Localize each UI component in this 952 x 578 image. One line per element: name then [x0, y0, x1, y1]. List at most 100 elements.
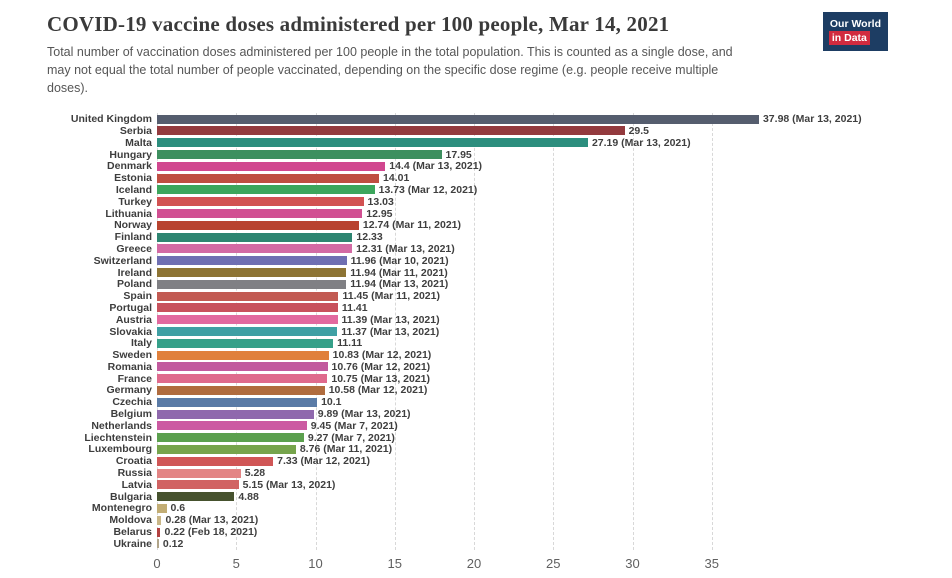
bar[interactable] [157, 503, 167, 513]
country-label[interactable]: Malta [125, 136, 152, 149]
country-label[interactable]: Germany [106, 384, 152, 397]
country-label[interactable]: Denmark [107, 160, 152, 173]
bar[interactable] [157, 268, 347, 277]
country-label[interactable]: Ireland [117, 266, 152, 279]
bar[interactable] [157, 114, 759, 124]
bar[interactable] [157, 291, 339, 301]
country-label[interactable]: Belgium [110, 408, 152, 421]
bar[interactable] [157, 362, 328, 372]
bar[interactable] [157, 374, 328, 384]
bar[interactable] [157, 421, 307, 431]
bar[interactable] [157, 138, 588, 148]
value-label: 27.19 (Mar 13, 2021) [591, 136, 691, 149]
chart-row: Portugal 11.41 [47, 302, 947, 314]
chart-row: Switzerland 11.96 (Mar 10, 2021) [47, 255, 947, 267]
country-label[interactable]: Netherlands [91, 419, 152, 432]
country-label[interactable]: Finland [114, 231, 152, 244]
country-label[interactable]: Italy [130, 337, 152, 350]
bar[interactable] [157, 244, 353, 254]
value-label: 10.1 [321, 396, 342, 409]
bar[interactable] [157, 209, 363, 219]
country-label[interactable]: Lithuania [105, 207, 152, 220]
country-label[interactable]: Luxembourg [88, 443, 152, 456]
country-label[interactable]: Croatia [115, 455, 152, 468]
country-label[interactable]: Norway [114, 219, 152, 232]
country-label[interactable]: Hungary [109, 148, 152, 161]
country-label[interactable]: Montenegro [91, 502, 152, 515]
country-label[interactable]: Austria [115, 313, 152, 326]
bar[interactable] [157, 126, 625, 136]
country-label[interactable]: Moldova [109, 514, 152, 527]
chart-row: Turkey 13.03 [47, 196, 947, 208]
country-label[interactable]: Belarus [113, 526, 152, 539]
country-label[interactable]: Russia [117, 467, 152, 480]
bar[interactable] [157, 397, 318, 407]
chart-row: Lithuania 12.95 [47, 208, 947, 220]
bar[interactable] [157, 315, 338, 325]
chart-row: Sweden 10.83 (Mar 12, 2021) [47, 349, 947, 361]
gridline [474, 113, 475, 550]
country-label[interactable]: France [117, 372, 152, 385]
bar[interactable] [157, 161, 386, 171]
bar[interactable] [157, 350, 329, 360]
chart-row: Greece 12.31 (Mar 13, 2021) [47, 243, 947, 255]
chart-row: Romania 10.76 (Mar 12, 2021) [47, 361, 947, 373]
country-label[interactable]: Poland [116, 278, 152, 291]
bar[interactable] [157, 385, 325, 395]
value-label: 11.94 (Mar 13, 2021) [350, 278, 449, 291]
x-axis: 0 5 10 15 20 25 30 35 [47, 550, 947, 574]
country-label[interactable]: Latvia [121, 478, 152, 491]
country-label[interactable]: Ukraine [113, 537, 152, 550]
country-label[interactable]: United Kingdom [70, 113, 152, 126]
bar[interactable] [157, 468, 241, 478]
bar[interactable] [157, 527, 161, 537]
bar[interactable] [157, 456, 274, 466]
country-label[interactable]: Portugal [109, 301, 152, 314]
country-label[interactable]: Romania [107, 360, 152, 373]
bar[interactable] [157, 279, 347, 289]
value-label: 0.12 [162, 537, 184, 550]
chart-row: Bulgaria 4.88 [47, 491, 947, 503]
bar[interactable] [157, 539, 159, 549]
country-label[interactable]: Czechia [112, 396, 152, 409]
bar[interactable] [157, 409, 314, 419]
country-label[interactable]: Greece [116, 242, 152, 255]
bar[interactable] [157, 492, 235, 502]
value-label: 12.74 (Mar 11, 2021) [362, 219, 461, 232]
value-label: 0.28 (Mar 13, 2021) [165, 514, 259, 527]
country-label[interactable]: Estonia [114, 172, 152, 185]
chart-row: Belgium 9.89 (Mar 13, 2021) [47, 408, 947, 420]
country-label[interactable]: Spain [123, 290, 152, 303]
bar[interactable] [157, 173, 380, 183]
bar[interactable] [157, 232, 353, 242]
bar[interactable] [157, 197, 364, 207]
bar[interactable] [157, 303, 338, 313]
bar[interactable] [157, 515, 162, 525]
bar[interactable] [157, 220, 359, 230]
owid-logo-line2: in Data [828, 31, 870, 46]
bar[interactable] [157, 150, 442, 160]
bar[interactable] [157, 338, 334, 348]
chart-row: Netherlands 9.45 (Mar 7, 2021) [47, 420, 947, 432]
chart-row: Poland 11.94 (Mar 13, 2021) [47, 278, 947, 290]
country-label[interactable]: Switzerland [93, 254, 152, 267]
value-label: 4.88 [238, 490, 259, 503]
bar[interactable] [157, 444, 296, 454]
country-label[interactable]: Liechtenstein [84, 431, 152, 444]
chart-row: Liechtenstein 9.27 (Mar 7, 2021) [47, 432, 947, 444]
bar[interactable] [157, 256, 347, 266]
country-label[interactable]: Sweden [112, 349, 152, 362]
x-tick-label: 10 [308, 555, 323, 571]
owid-logo[interactable]: Our World in Data [822, 12, 888, 52]
x-tick-label: 5 [232, 555, 240, 571]
country-label[interactable]: Serbia [119, 124, 152, 137]
bar[interactable] [157, 185, 375, 195]
country-label[interactable]: Slovakia [109, 325, 152, 338]
bar[interactable] [157, 433, 304, 443]
country-label[interactable]: Iceland [115, 183, 152, 196]
country-label[interactable]: Turkey [118, 195, 152, 208]
bar[interactable] [157, 480, 239, 490]
country-label[interactable]: Bulgaria [109, 490, 152, 503]
bar[interactable] [157, 326, 338, 336]
